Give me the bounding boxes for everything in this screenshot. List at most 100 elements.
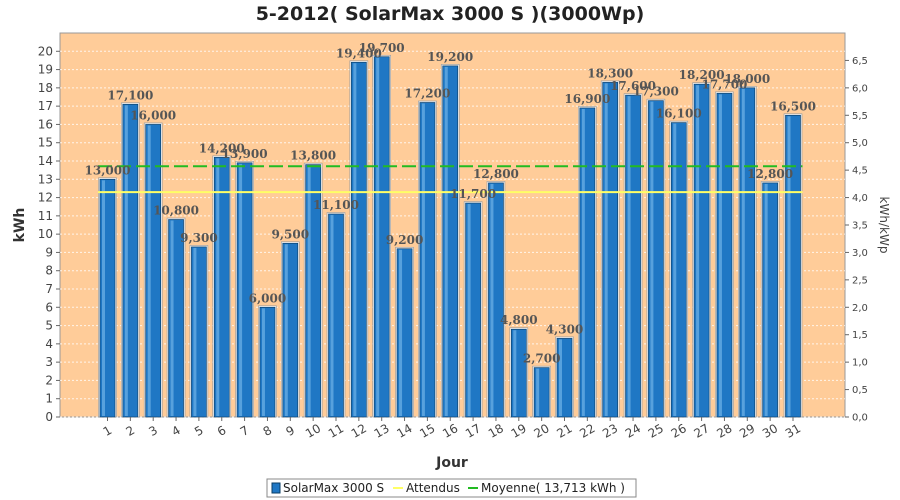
y-tick-label: 11	[38, 209, 53, 223]
y-tick-label: 20	[38, 44, 53, 58]
y2-tick-label: 5,0	[852, 138, 868, 149]
bar-highlight	[581, 108, 585, 416]
x-tick-label: 26	[669, 421, 689, 441]
value-label: 18,200	[679, 68, 725, 82]
value-label: 19,700	[359, 41, 405, 55]
y-axis-right: 0,0 0,5 1,0 1,5 2,0 2,5 3,0 3,5 4,0 4,5 5,0 5,5 6,0 6…	[845, 56, 868, 424]
bar-highlight	[718, 94, 722, 416]
y2-tick-label: 2,5	[852, 275, 868, 286]
y-tick-label: 8	[45, 264, 53, 278]
legend-label-average: Moyenne( 13,713 kWh )	[481, 481, 625, 495]
x-tick-label: 12	[349, 421, 369, 441]
bar-highlight	[239, 163, 243, 416]
x-tick-label: 29	[737, 421, 757, 441]
bar-highlight	[170, 220, 174, 416]
y-axis-title: kWh	[12, 208, 28, 243]
x-tick-label: 2	[124, 423, 138, 439]
y-tick-label: 1	[45, 392, 53, 406]
bar-highlight	[284, 244, 288, 416]
bar-highlight	[650, 101, 654, 417]
x-tick-label: 22	[577, 421, 597, 441]
bar-highlight	[673, 123, 677, 416]
value-label: 16,000	[130, 108, 176, 122]
bar-highlight	[444, 66, 448, 417]
bar-highlight	[147, 125, 151, 416]
x-tick-label: 27	[691, 421, 711, 441]
value-label: 11,100	[313, 198, 359, 212]
chart-title: 5-2012( SolarMax 3000 S )(3000Wp)	[256, 3, 645, 25]
y-tick-label: 3	[45, 355, 53, 369]
value-label: 12,800	[473, 167, 519, 181]
y-tick-label: 5	[45, 319, 53, 333]
x-tick-label: 5	[192, 423, 206, 439]
value-label: 17,600	[610, 79, 656, 93]
value-label: 13,900	[222, 147, 268, 161]
y-tick-label: 18	[38, 81, 53, 95]
x-tick-label: 24	[623, 421, 643, 441]
y2-tick-label: 5,5	[852, 111, 868, 122]
x-tick-label: 11	[326, 421, 346, 441]
y-tick-label: 2	[45, 373, 53, 387]
x-tick-label: 14	[394, 421, 414, 441]
value-label: 16,100	[656, 107, 702, 121]
bar-highlight	[787, 116, 791, 417]
value-label: 17,700	[701, 77, 747, 91]
bar-highlight	[536, 368, 540, 416]
value-label: 4,300	[546, 322, 584, 336]
y-tick-label: 19	[38, 63, 53, 77]
y-tick-label: 9	[45, 245, 53, 259]
y-tick-label: 16	[38, 117, 53, 131]
x-tick-label: 30	[760, 421, 780, 441]
bar-highlight	[330, 215, 334, 416]
bar-highlight	[513, 330, 517, 416]
value-label: 19,200	[427, 50, 473, 64]
bar-highlight	[193, 247, 197, 416]
y-tick-label: 15	[38, 136, 53, 150]
x-tick-label: 15	[417, 421, 437, 441]
value-label: 9,200	[386, 233, 424, 247]
value-label: 17,100	[107, 88, 153, 102]
bar-highlight	[627, 96, 631, 417]
bar-highlight	[102, 180, 105, 416]
x-tick-label: 13	[372, 421, 392, 441]
value-label: 9,300	[180, 231, 218, 245]
y2-tick-label: 6,0	[852, 83, 868, 94]
x-tick-label: 28	[714, 421, 734, 441]
x-tick-label: 10	[303, 421, 323, 441]
value-label: 17,200	[404, 86, 450, 100]
x-tick-label: 17	[463, 421, 483, 441]
y2-tick-label: 2,0	[852, 303, 868, 314]
x-axis-title: Jour	[435, 455, 468, 471]
legend: SolarMax 3000 S Attendus Moyenne( 13,713…	[266, 478, 637, 498]
y2-tick-label: 3,5	[852, 221, 868, 232]
y-tick-label: 0	[45, 410, 53, 424]
value-label: 2,700	[523, 352, 561, 366]
bar-highlight	[741, 88, 745, 416]
value-label: 11,700	[450, 187, 496, 201]
x-tick-label: 21	[554, 421, 574, 441]
bar-highlight	[467, 204, 471, 416]
y2-tick-label: 6,5	[852, 56, 868, 67]
y2-tick-label: 4,0	[852, 193, 868, 204]
bar-highlight	[399, 249, 403, 416]
y2-tick-label: 0,5	[852, 385, 868, 396]
bar-highlight	[307, 165, 311, 416]
y-tick-label: 13	[38, 172, 53, 186]
value-label: 6,000	[249, 291, 287, 305]
x-tick-label: 3	[146, 423, 160, 439]
value-labels: 13,000 17,100 16,000 10,800 9,300 14,20013,90…	[85, 41, 816, 366]
bar-highlight	[376, 57, 380, 417]
x-tick-label: 16	[440, 421, 460, 441]
value-label: 9,500	[272, 227, 310, 241]
y-tick-label: 10	[38, 227, 53, 241]
bar-highlight	[261, 308, 265, 416]
x-tick-label: 23	[600, 421, 620, 441]
x-tick-label: 4	[169, 423, 183, 439]
value-label: 18,000	[724, 72, 770, 86]
value-label: 12,800	[747, 167, 793, 181]
bar-highlight	[490, 183, 494, 416]
y2-tick-label: 1,5	[852, 330, 868, 341]
bar-highlight	[764, 183, 768, 416]
bar-highlight	[696, 85, 700, 416]
bar-highlight	[421, 103, 425, 416]
